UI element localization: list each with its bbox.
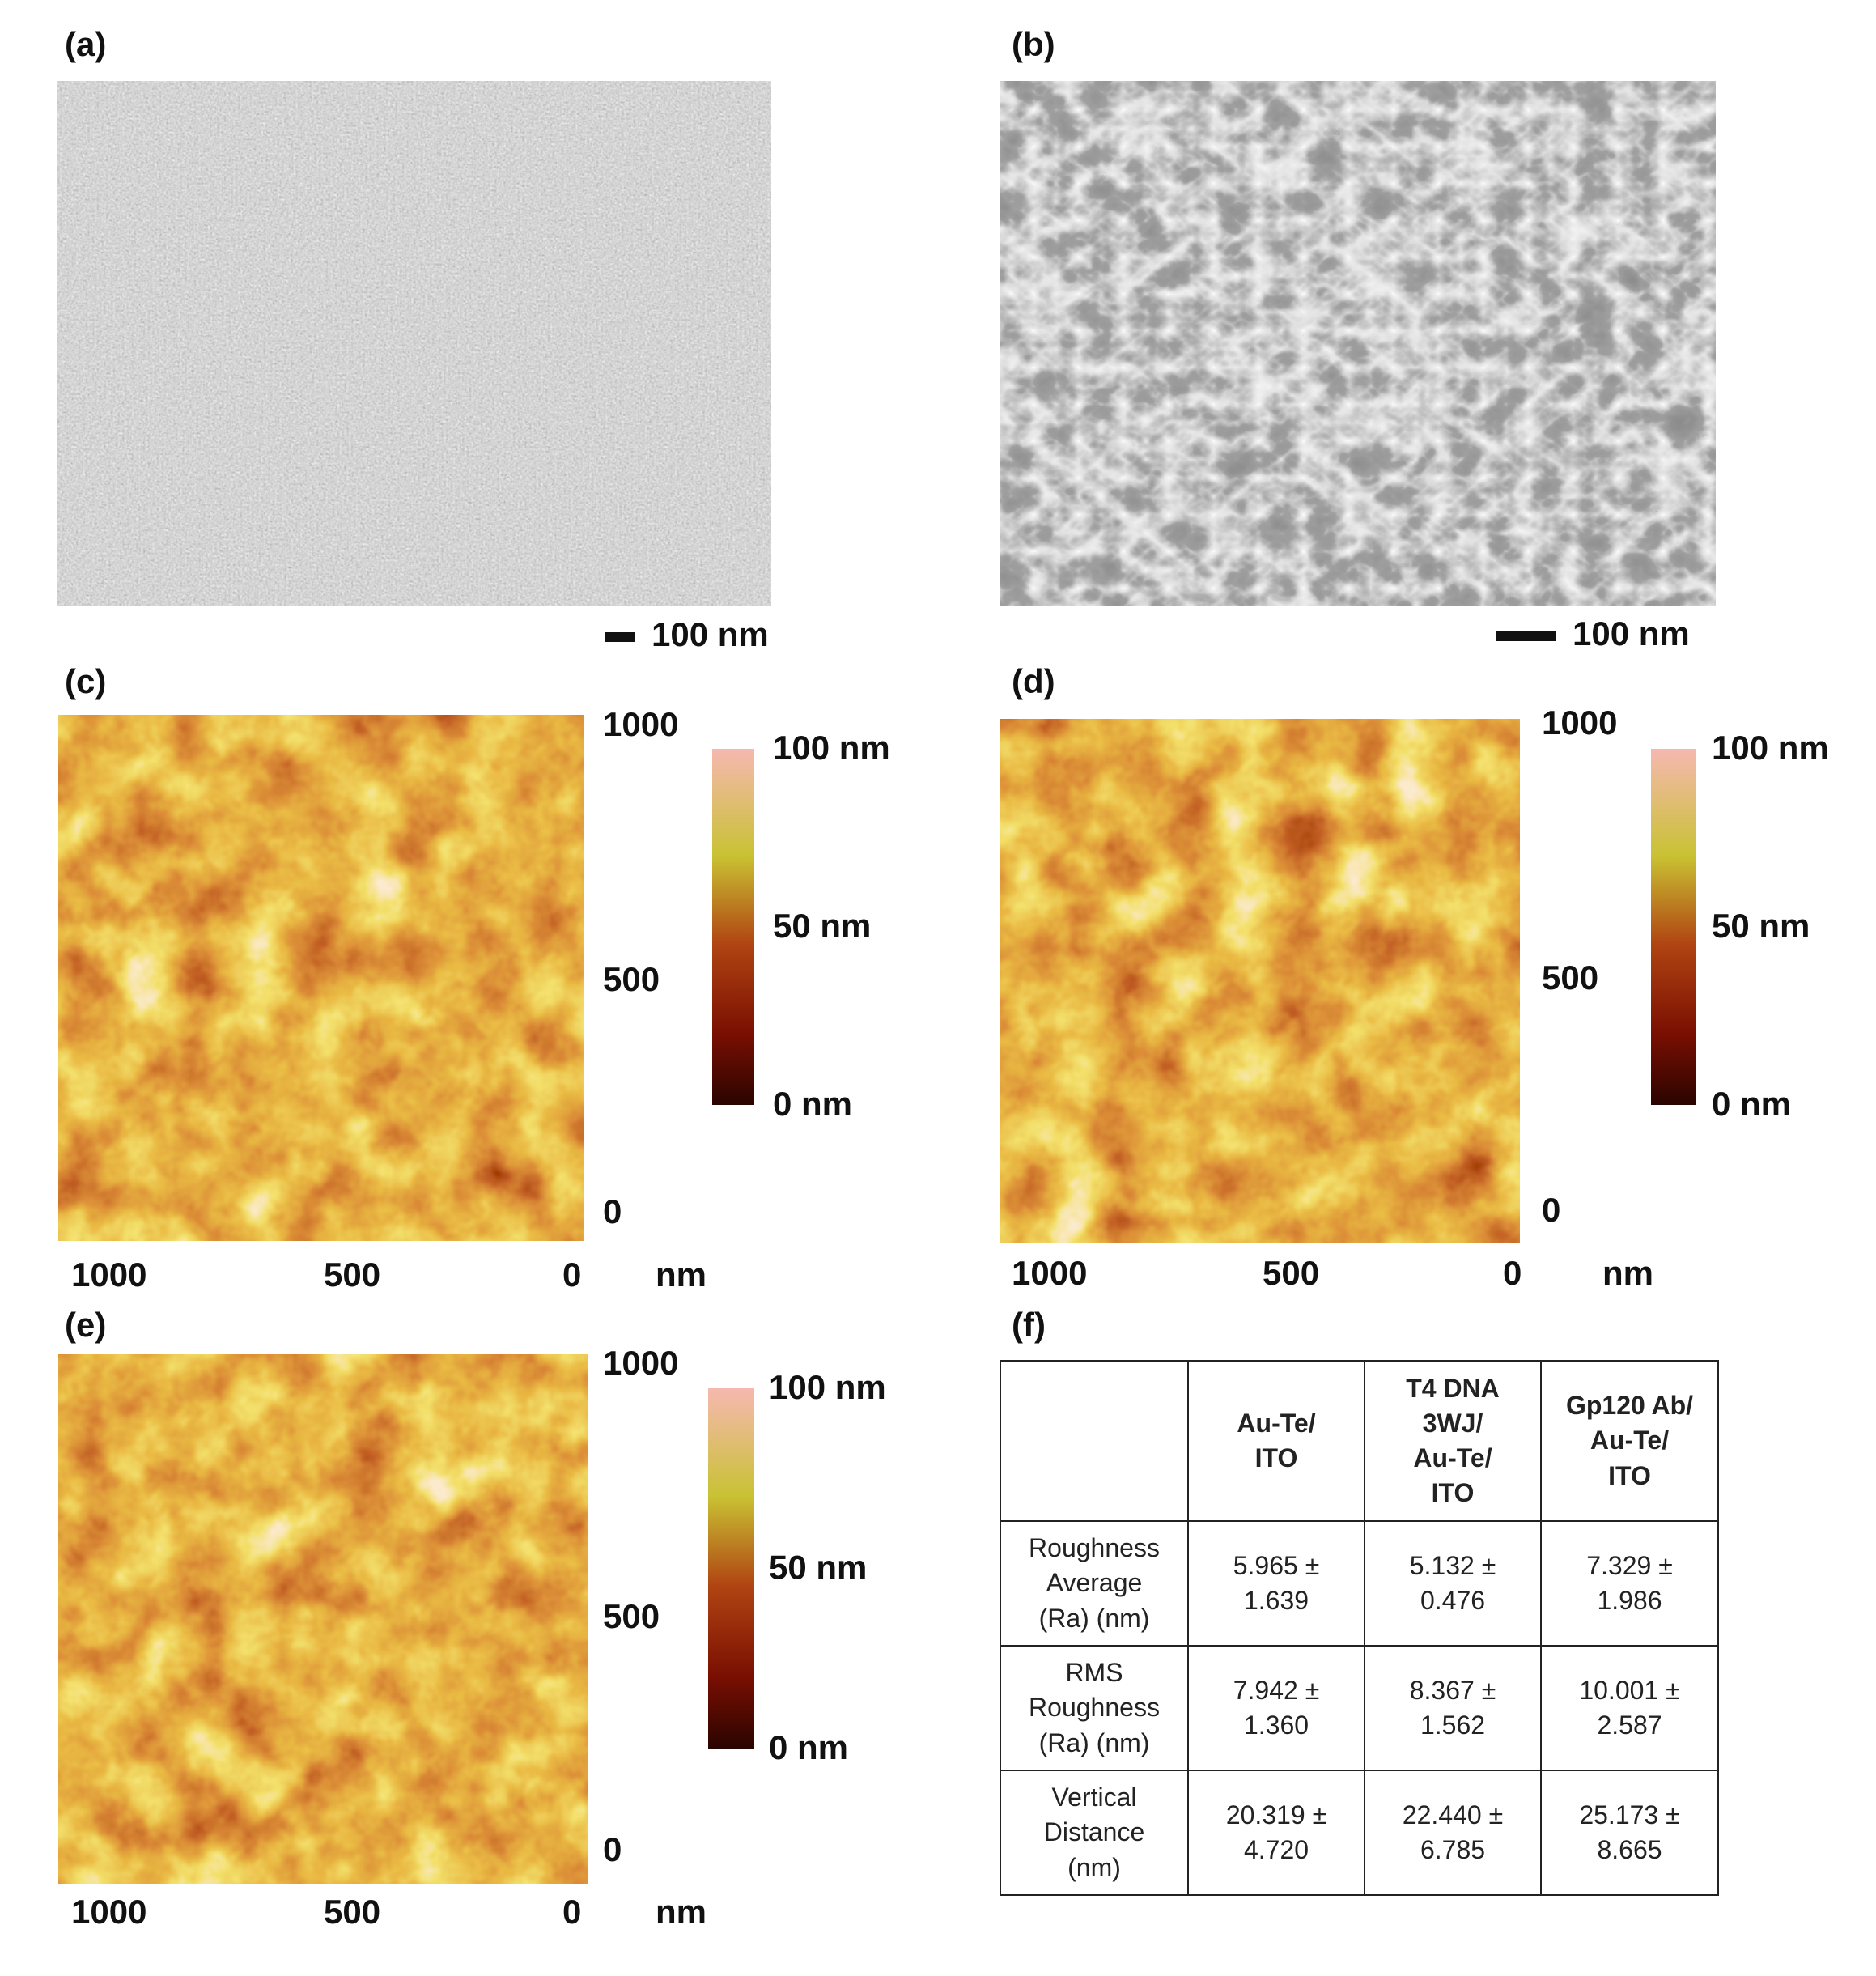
table-row: RMS Roughness (Ra) (nm) 7.942 ± 1.360 8.367 … — [1000, 1645, 1719, 1771]
x-tick-label: 0 — [1503, 1254, 1522, 1292]
x-tick-label: 500 — [324, 1893, 380, 1931]
column-header: Gp120 Ab/Au-Te/ITO — [1540, 1360, 1719, 1522]
colorbar — [712, 749, 754, 1105]
colorbar-label: 100 nm — [769, 1368, 886, 1406]
text-line: (Ra) (nm) — [1038, 1603, 1150, 1633]
table-row: Roughness Average (Ra) (nm) 5.965 ± 1.639 5.… — [1000, 1520, 1719, 1647]
x-tick-label: 1000 — [1012, 1254, 1087, 1292]
x-unit-label: nm — [656, 1256, 707, 1294]
text-line: Gp120 Ab/ — [1565, 1391, 1694, 1421]
scale-bar-label: 100 nm — [1573, 614, 1690, 652]
colorbar-label: 100 nm — [1712, 729, 1829, 767]
header-row: Au-Te/ITO T4 DNA 3WJ/Au-Te/ITO Gp120 Ab/Au-… — [1000, 1360, 1719, 1522]
panel-label: (a) — [65, 25, 106, 63]
table-cell: 20.319 ± 4.720 — [1187, 1770, 1365, 1896]
colorbar — [708, 1388, 754, 1749]
text-line: Distance — [1043, 1817, 1145, 1847]
panel-label: (c) — [65, 662, 106, 700]
text-line: Vertical — [1051, 1783, 1137, 1812]
text-line: Average — [1046, 1568, 1143, 1598]
roughness-table: Au-Te/ITO T4 DNA 3WJ/Au-Te/ITO Gp120 Ab/Au-… — [1000, 1360, 1719, 1896]
x-tick-label: 1000 — [71, 1893, 146, 1931]
text-line: Roughness — [1029, 1693, 1160, 1723]
text-line: (nm) — [1067, 1852, 1121, 1882]
text-line: 3WJ/ — [1422, 1408, 1483, 1438]
column-header: T4 DNA 3WJ/Au-Te/ITO — [1364, 1360, 1542, 1522]
x-tick-label: 0 — [562, 1256, 581, 1294]
text-line: ITO — [1254, 1443, 1298, 1472]
table-cell: 7.942 ± 1.360 — [1187, 1645, 1365, 1771]
colorbar-label: 0 nm — [769, 1728, 848, 1766]
x-unit-label: nm — [1602, 1254, 1653, 1292]
y-tick-label: 0 — [603, 1830, 622, 1868]
y-tick-label: 0 — [603, 1192, 622, 1230]
scale-bar-label: 100 nm — [652, 615, 769, 653]
y-tick-label: 500 — [1542, 958, 1598, 996]
table-cell: 8.367 ± 1.562 — [1364, 1645, 1542, 1771]
row-header: Vertical Distance (nm) — [1000, 1770, 1189, 1896]
y-tick-label: 1000 — [1542, 703, 1617, 742]
colorbar-label: 50 nm — [773, 907, 871, 945]
panel-label: (f) — [1012, 1306, 1046, 1344]
x-tick-label: 0 — [562, 1893, 581, 1931]
sem-image — [1000, 81, 1716, 606]
afm-image — [1000, 719, 1520, 1243]
text-line: T4 DNA — [1406, 1373, 1500, 1403]
table-cell: 10.001 ± 2.587 — [1540, 1645, 1719, 1771]
x-tick-label: 500 — [324, 1256, 380, 1294]
text-line: Au-Te/ — [1413, 1443, 1492, 1472]
text-line: Au-Te/ — [1237, 1408, 1316, 1438]
text-line: Roughness — [1029, 1533, 1160, 1563]
x-tick-label: 1000 — [71, 1256, 146, 1294]
x-tick-label: 500 — [1263, 1254, 1319, 1292]
colorbar-label: 0 nm — [1712, 1085, 1791, 1123]
table-cell: 22.440 ± 6.785 — [1364, 1770, 1542, 1896]
scale-bar — [605, 632, 635, 642]
text-line: ITO — [1608, 1460, 1651, 1490]
panel-label: (e) — [65, 1306, 106, 1344]
panel-label: (b) — [1012, 25, 1055, 63]
colorbar-label: 100 nm — [773, 729, 890, 767]
afm-image — [58, 715, 584, 1241]
y-tick-label: 500 — [603, 1597, 660, 1635]
corner-cell — [1000, 1360, 1189, 1522]
table-cell: 5.965 ± 1.639 — [1187, 1520, 1365, 1647]
text-line: Au-Te/ — [1590, 1426, 1670, 1455]
panel-label: (d) — [1012, 662, 1055, 700]
y-tick-label: 1000 — [603, 705, 678, 743]
afm-image — [58, 1354, 588, 1884]
colorbar-label: 0 nm — [773, 1085, 852, 1123]
row-header: RMS Roughness (Ra) (nm) — [1000, 1645, 1189, 1771]
x-unit-label: nm — [656, 1893, 707, 1931]
y-tick-label: 1000 — [603, 1344, 678, 1382]
sem-image — [57, 81, 771, 606]
text-line: ITO — [1431, 1478, 1475, 1508]
table-row: Vertical Distance (nm) 20.319 ± 4.720 22.440… — [1000, 1770, 1719, 1896]
y-tick-label: 500 — [603, 960, 660, 998]
colorbar-label: 50 nm — [1712, 907, 1810, 945]
table-cell: 5.132 ± 0.476 — [1364, 1520, 1542, 1647]
column-header: Au-Te/ITO — [1187, 1360, 1365, 1522]
text-line: (Ra) (nm) — [1038, 1727, 1150, 1757]
y-tick-label: 0 — [1542, 1191, 1560, 1229]
row-header: Roughness Average (Ra) (nm) — [1000, 1520, 1189, 1647]
text-line: RMS — [1065, 1658, 1123, 1688]
scale-bar — [1496, 631, 1556, 641]
table-cell: 7.329 ± 1.986 — [1540, 1520, 1719, 1647]
colorbar — [1651, 749, 1696, 1105]
table-cell: 25.173 ± 8.665 — [1540, 1770, 1719, 1896]
colorbar-label: 50 nm — [769, 1549, 867, 1587]
